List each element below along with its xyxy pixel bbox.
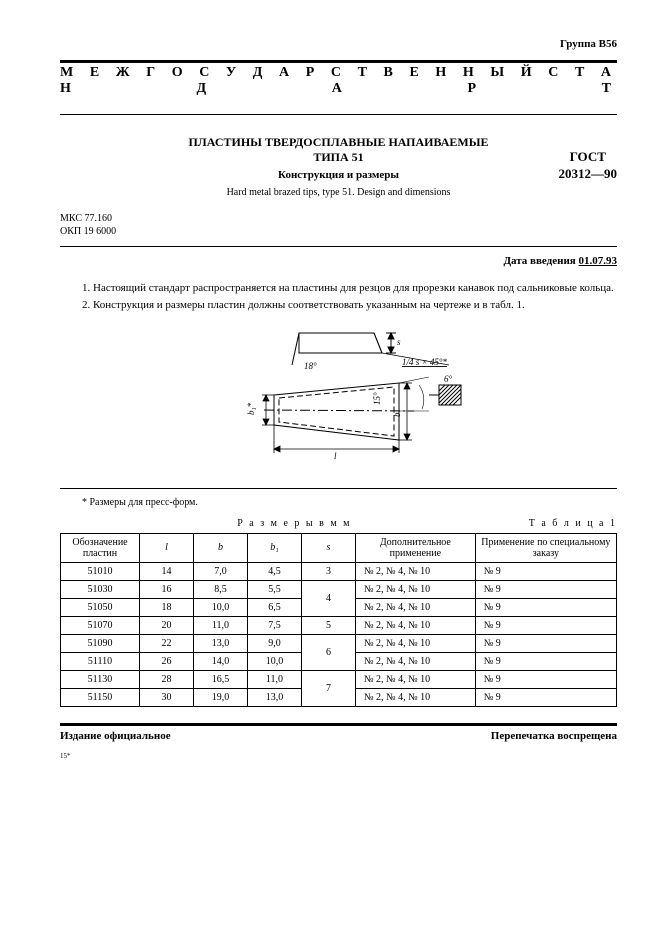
bottom-left: Издание официальное [60,730,171,742]
standard-banner: М Е Ж Г О С У Д А Р С Т В Е Н Н Ы Й С Т … [60,60,617,115]
table-row: 511302816,511,07№ 2, № 4, № 10№ 9 [61,670,617,688]
technical-drawing: s 18° 1/4 s × 45°* b₁* [60,325,617,480]
col-s: s [302,533,356,562]
rule-2 [60,488,617,489]
dimensions-table: Обозначение пластин l b b₁ s Дополнитель… [60,533,617,707]
title-sub: Конструкция и размеры [60,169,617,181]
footnote: * Размеры для пресс-форм. [60,497,617,508]
table-units: Р а з м е р ы в м м [60,518,529,529]
para-1: 1. Настоящий стандарт распространяется н… [60,281,617,296]
col-designation: Обозначение пластин [61,533,140,562]
label-b1: b₁* [246,402,256,415]
title-line1: ПЛАСТИНЫ ТВЕРДОСПЛАВНЫЕ НАПАИВАЕМЫЕ [60,135,617,150]
table-row: 510702011,07,55№ 2, № 4, № 10№ 9 [61,616,617,634]
bottom-right: Перепечатка воспрещена [491,730,617,742]
col-spec: Применение по специальному заказу [475,533,616,562]
col-b1: b₁ [248,533,302,562]
gost-line1: ГОСТ [559,149,618,166]
label-angle6: 6° [444,374,453,384]
col-add: Дополнительное применение [356,533,476,562]
label-angle18: 18° [304,361,317,371]
label-s: s [397,337,401,347]
code-okp: ОКП 19 6000 [60,225,617,238]
signature-mark: 15* [60,752,617,760]
table-row: 51030168,55,54№ 2, № 4, № 10№ 9 [61,580,617,598]
code-mks: МКС 77.160 [60,212,617,225]
intro-date: Дата введения 01.07.93 [60,255,617,267]
title-line2: ТИПА 51 [60,150,617,165]
gost-number: ГОСТ 20312—90 [559,149,618,183]
label-chamfer: 1/4 s × 45°* [402,357,447,367]
table-caption: Р а з м е р ы в м м Т а б л и ц а 1 [60,518,617,529]
bottom-rule: Издание официальное Перепечатка воспреще… [60,723,617,742]
group-label: Группа В56 [60,38,617,50]
intro-date-value: 01.07.93 [579,255,618,267]
table-header-row: Обозначение пластин l b b₁ s Дополнитель… [61,533,617,562]
gost-line2: 20312—90 [559,166,618,183]
rule-1 [60,246,617,247]
codes-block: МКС 77.160 ОКП 19 6000 [60,212,617,238]
title-block: ПЛАСТИНЫ ТВЕРДОСПЛАВНЫЕ НАПАИВАЕМЫЕ ТИПА… [60,135,617,198]
label-l: l [334,451,337,461]
table-number: Т а б л и ц а 1 [529,518,617,529]
para-2: 2. Конструкция и размеры пластин должны … [60,298,617,313]
intro-date-label: Дата введения [503,255,578,267]
col-l: l [140,533,194,562]
label-b: b [392,412,402,417]
title-en: Hard metal brazed tips, type 51. Design … [60,187,617,198]
table-row: 510902213,09,06№ 2, № 4, № 10№ 9 [61,634,617,652]
label-angle15: 15° [372,392,382,405]
table-row: 51010147,04,53№ 2, № 4, № 10№ 9 [61,562,617,580]
col-b: b [194,533,248,562]
